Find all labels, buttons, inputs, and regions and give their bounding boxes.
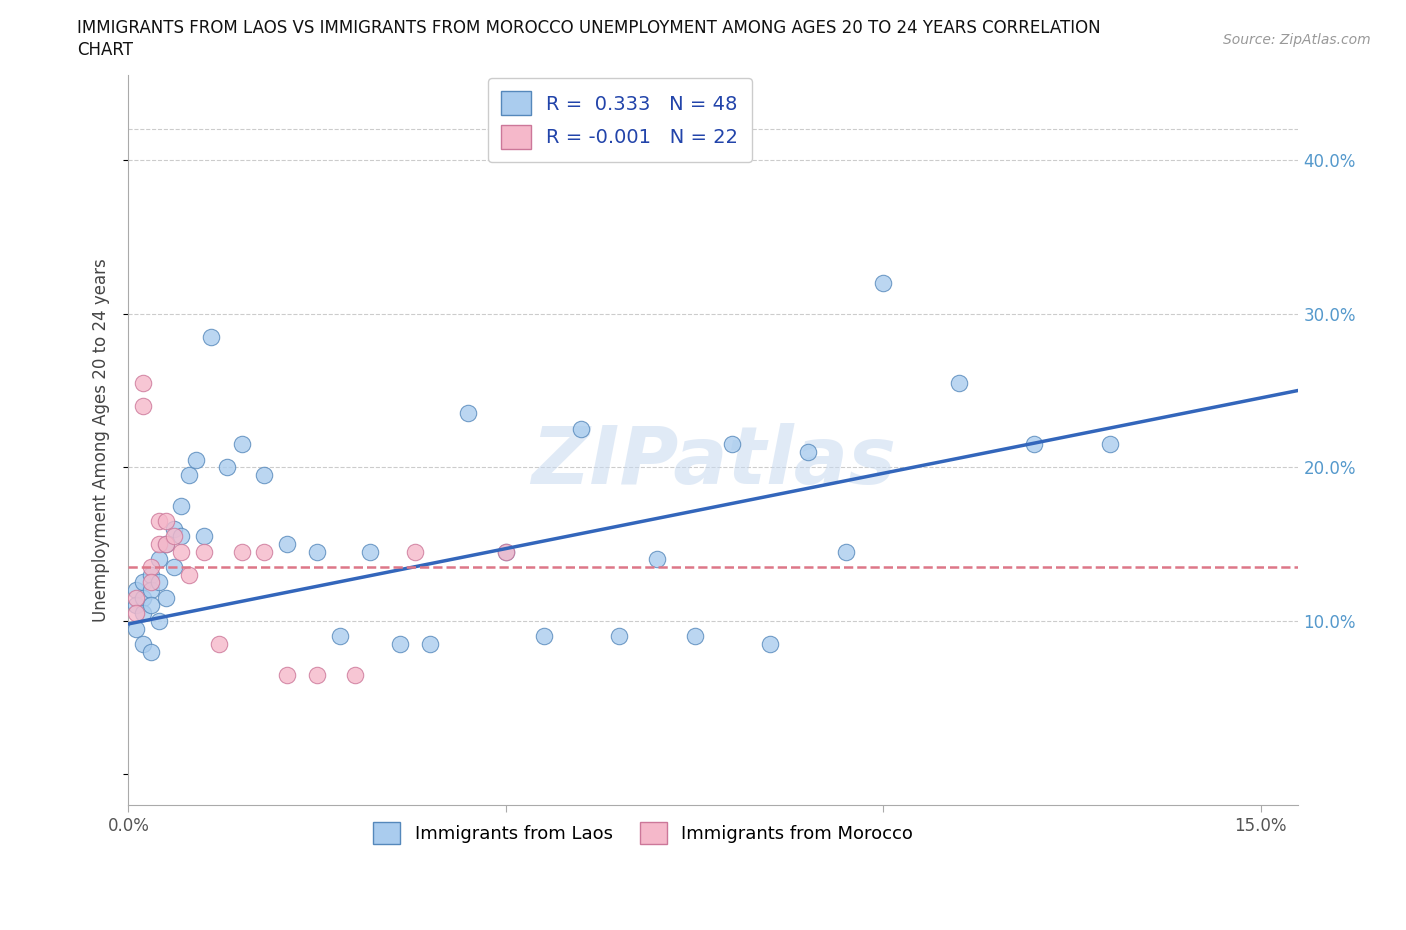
Point	[148, 552, 170, 567]
Point	[125, 591, 148, 605]
Point	[132, 605, 155, 620]
Point	[132, 398, 155, 413]
Point	[125, 605, 148, 620]
Point	[797, 445, 820, 459]
Point	[495, 544, 517, 559]
Point	[607, 629, 630, 644]
Point	[759, 636, 782, 651]
Point	[200, 329, 222, 344]
Point	[186, 452, 208, 467]
Point	[253, 544, 276, 559]
Point	[139, 583, 162, 598]
Point	[948, 376, 970, 391]
Point	[215, 459, 238, 474]
Point	[231, 437, 253, 452]
Point	[148, 614, 170, 629]
Point	[276, 667, 298, 682]
Text: ZIPatlas: ZIPatlas	[531, 423, 896, 501]
Point	[132, 575, 155, 590]
Text: IMMIGRANTS FROM LAOS VS IMMIGRANTS FROM MOROCCO UNEMPLOYMENT AMONG AGES 20 TO 24: IMMIGRANTS FROM LAOS VS IMMIGRANTS FROM …	[77, 19, 1101, 36]
Point	[329, 629, 352, 644]
Point	[125, 583, 148, 598]
Point	[419, 636, 441, 651]
Point	[170, 529, 193, 544]
Point	[139, 644, 162, 659]
Point	[307, 544, 329, 559]
Point	[533, 629, 555, 644]
Point	[645, 552, 668, 567]
Point	[170, 498, 193, 513]
Point	[1024, 437, 1046, 452]
Point	[170, 544, 193, 559]
Point	[139, 598, 162, 613]
Point	[125, 621, 148, 636]
Point	[132, 376, 155, 391]
Point	[155, 513, 177, 528]
Point	[148, 575, 170, 590]
Point	[276, 537, 298, 551]
Point	[148, 513, 170, 528]
Point	[208, 636, 231, 651]
Point	[163, 529, 186, 544]
Point	[139, 567, 162, 582]
Point	[569, 421, 592, 436]
Point	[193, 529, 215, 544]
Point	[132, 591, 155, 605]
Point	[155, 537, 177, 551]
Point	[1098, 437, 1121, 452]
Point	[155, 537, 177, 551]
Point	[177, 468, 200, 483]
Point	[834, 544, 856, 559]
Point	[343, 667, 366, 682]
Point	[495, 544, 517, 559]
Point	[155, 591, 177, 605]
Point	[231, 544, 253, 559]
Point	[872, 275, 894, 290]
Point	[163, 560, 186, 575]
Point	[683, 629, 706, 644]
Point	[307, 667, 329, 682]
Text: CHART: CHART	[77, 41, 134, 59]
Point	[389, 636, 412, 651]
Point	[404, 544, 426, 559]
Point	[125, 598, 148, 613]
Point	[457, 406, 479, 421]
Point	[139, 575, 162, 590]
Point	[139, 560, 162, 575]
Point	[177, 567, 200, 582]
Point	[193, 544, 215, 559]
Point	[163, 521, 186, 536]
Point	[253, 468, 276, 483]
Point	[148, 537, 170, 551]
Y-axis label: Unemployment Among Ages 20 to 24 years: Unemployment Among Ages 20 to 24 years	[93, 259, 110, 622]
Legend: Immigrants from Laos, Immigrants from Morocco: Immigrants from Laos, Immigrants from Mo…	[366, 815, 921, 851]
Point	[132, 636, 155, 651]
Text: Source: ZipAtlas.com: Source: ZipAtlas.com	[1223, 33, 1371, 46]
Point	[359, 544, 381, 559]
Point	[721, 437, 744, 452]
